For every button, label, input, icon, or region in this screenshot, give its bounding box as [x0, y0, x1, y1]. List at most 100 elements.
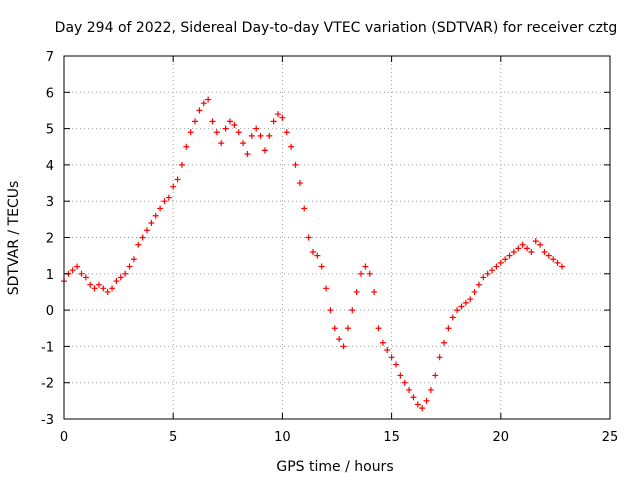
data-point	[139, 234, 146, 241]
data-point	[174, 176, 181, 183]
data-point	[314, 252, 321, 259]
y-tick-label: 3	[46, 195, 54, 210]
data-point	[226, 118, 233, 125]
data-point	[397, 372, 404, 379]
y-tick-label: -1	[41, 340, 54, 355]
data-point	[471, 288, 478, 295]
data-point	[506, 252, 513, 259]
data-point	[126, 263, 133, 270]
data-point	[362, 263, 369, 270]
data-point	[545, 252, 552, 259]
data-point	[192, 118, 199, 125]
data-point	[349, 307, 356, 314]
data-point	[292, 161, 299, 168]
y-tick-label: 1	[46, 268, 54, 283]
data-point	[388, 354, 395, 361]
data-point	[113, 278, 120, 285]
data-point	[82, 274, 89, 281]
data-point	[358, 270, 365, 277]
data-point	[261, 147, 268, 154]
data-point	[323, 285, 330, 292]
x-tick-label: 15	[383, 430, 400, 445]
data-point	[502, 256, 509, 263]
data-point	[532, 238, 539, 245]
data-point	[78, 270, 85, 277]
data-point	[475, 281, 482, 288]
data-point	[327, 307, 334, 314]
data-point	[117, 274, 124, 281]
data-point	[235, 129, 242, 136]
data-point	[558, 263, 565, 270]
data-point	[436, 354, 443, 361]
data-point	[484, 270, 491, 277]
data-point	[414, 401, 421, 408]
data-point	[371, 288, 378, 295]
data-point	[353, 288, 360, 295]
data-point	[392, 361, 399, 368]
data-point	[519, 241, 526, 248]
y-tick-label: 4	[46, 159, 54, 174]
y-tick-label: -3	[41, 413, 54, 428]
data-point	[309, 249, 316, 256]
x-axis-label: GPS time / hours	[276, 459, 393, 475]
data-point	[213, 129, 220, 136]
data-point	[253, 125, 260, 132]
x-tick-label: 20	[493, 430, 510, 445]
data-point	[301, 205, 308, 212]
data-point	[100, 285, 107, 292]
data-point	[231, 121, 238, 128]
data-point	[441, 339, 448, 346]
data-point	[240, 140, 247, 147]
data-point	[95, 281, 102, 288]
data-point	[222, 125, 229, 132]
data-point	[497, 259, 504, 266]
data-point	[266, 132, 273, 139]
data-point	[178, 161, 185, 168]
x-axis-ticks: 0 5 10 15 20 25	[60, 56, 618, 445]
y-tick-label: 0	[46, 304, 54, 319]
data-point	[257, 132, 264, 139]
data-point	[489, 267, 496, 274]
data-point	[445, 325, 452, 332]
data-point	[248, 132, 255, 139]
data-point	[296, 180, 303, 187]
data-point	[537, 241, 544, 248]
data-points	[61, 96, 565, 412]
y-axis-label: SDTVAR / TECUs	[6, 181, 22, 296]
data-point	[135, 241, 142, 248]
data-point	[423, 397, 430, 404]
data-point	[183, 143, 190, 150]
data-point	[406, 386, 413, 393]
y-tick-label: 6	[46, 86, 54, 101]
data-point	[209, 118, 216, 125]
x-tick-label: 10	[274, 430, 291, 445]
data-point	[427, 386, 434, 393]
data-point	[279, 114, 286, 121]
data-point	[152, 212, 159, 219]
data-point	[384, 347, 391, 354]
data-point	[432, 372, 439, 379]
data-point	[331, 325, 338, 332]
data-point	[288, 143, 295, 150]
data-point	[165, 194, 172, 201]
data-point	[524, 245, 531, 252]
y-tick-label: 7	[46, 50, 54, 65]
data-point	[74, 263, 81, 270]
data-point	[419, 405, 426, 412]
data-point	[515, 245, 522, 252]
data-point	[218, 140, 225, 147]
y-tick-label: -2	[41, 377, 54, 392]
data-point	[318, 263, 325, 270]
data-point	[91, 285, 98, 292]
data-point	[541, 249, 548, 256]
data-point	[401, 379, 408, 386]
x-tick-label: 5	[169, 430, 177, 445]
data-point	[200, 100, 207, 107]
data-point	[196, 107, 203, 114]
data-point	[462, 299, 469, 306]
data-point	[130, 256, 137, 263]
data-point	[493, 263, 500, 270]
data-point	[554, 259, 561, 266]
data-point	[244, 151, 251, 158]
data-point	[375, 325, 382, 332]
